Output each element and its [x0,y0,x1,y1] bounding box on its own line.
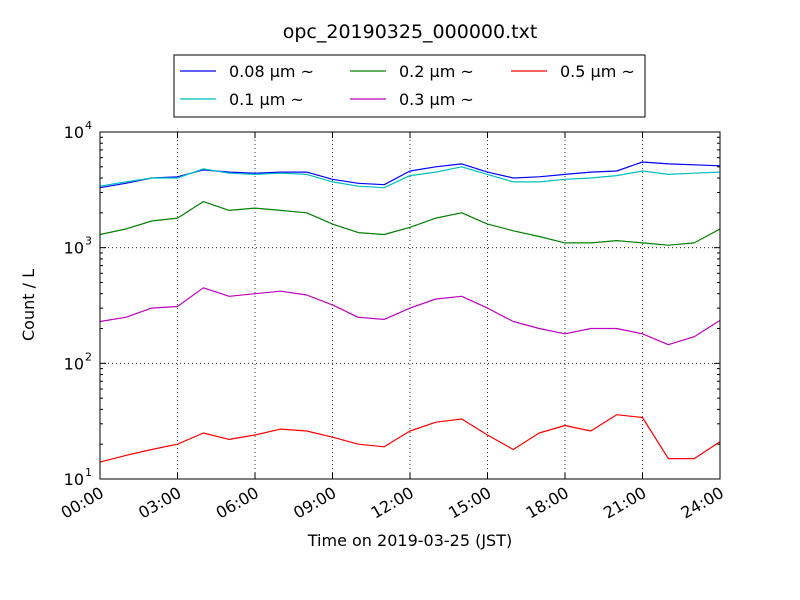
y-tick-label: 10 3 [64,235,92,258]
legend-label: 0.3 μm ~ [399,90,474,109]
y-tick-exponent: 2 [85,350,92,363]
legend-label: 0.08 μm ~ [229,62,314,81]
y-tick-label: 10 2 [64,350,92,373]
legend-label: 0.5 μm ~ [560,62,635,81]
legend-box [173,54,646,118]
legend-label: 0.2 μm ~ [399,62,474,81]
axis-ticks [99,131,721,480]
y-tick-exponent: 4 [85,119,92,132]
legend-entry: 0.2 μm ~ [350,62,474,81]
y-tick-base: 10 [64,470,84,489]
series-line-1 [99,161,721,189]
series-line-3 [99,201,721,246]
y-tick-label: 10 1 [64,466,92,489]
legend-label: 0.1 μm ~ [229,90,304,109]
legend-entry: 0.3 μm ~ [350,90,474,109]
y-tick-exponent: 1 [85,466,92,479]
y-axis-label: Count / L [19,269,38,341]
series-line-2 [99,166,721,189]
y-tick-label: 10 4 [64,119,92,142]
legend: 0.08 μm ~ 0.1 μm ~ 0.2 μm ~ 0.3 μm ~ 0.5 μm … [173,54,646,118]
series-line-5 [99,414,721,463]
grid [100,132,720,479]
legend-entry: 0.5 μm ~ [511,62,635,81]
y-tick-base: 10 [64,354,84,373]
x-axis-label: Time on 2019-03-25 (JST) [307,531,512,550]
y-tick-base: 10 [64,239,84,258]
legend-entry: 0.1 μm ~ [180,90,304,109]
chart-title: opc_20190325_000000.txt [283,21,538,43]
y-tick-exponent: 3 [85,235,92,248]
legend-entry: 0.08 μm ~ [180,62,314,81]
y-tick-base: 10 [64,123,84,142]
series-lines [99,161,721,463]
series-line-4 [99,287,721,346]
